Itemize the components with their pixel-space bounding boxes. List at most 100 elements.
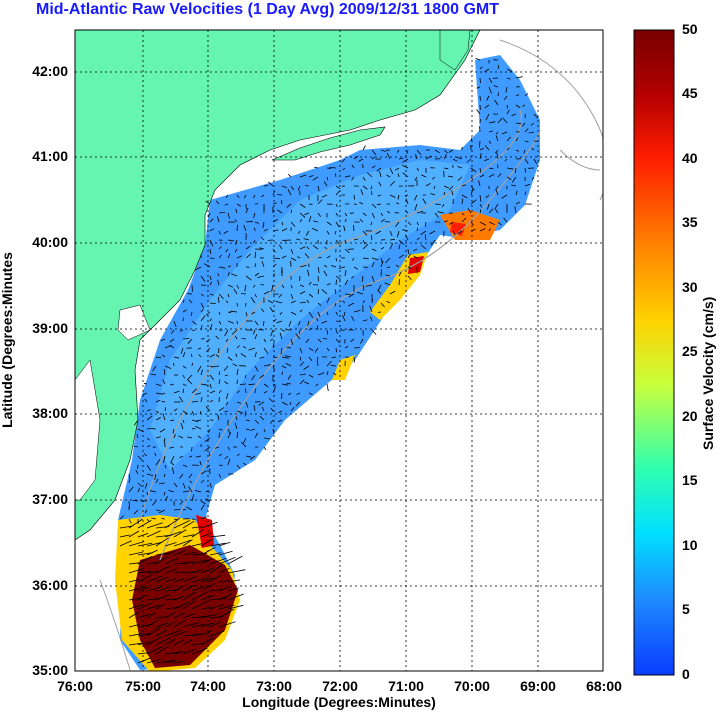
velocity-arrow [227, 458, 231, 466]
x-axis-label: Longitude (Degrees:Minutes) [242, 694, 436, 710]
velocity-arrow [434, 203, 441, 205]
y-tick-label: 35:00 [32, 662, 68, 678]
velocity-arrow [379, 170, 382, 178]
velocity-arrow [461, 198, 464, 205]
velocity-arrow [163, 455, 166, 463]
velocity-arrow [240, 353, 247, 358]
velocity-arrow [281, 365, 287, 369]
velocity-arrow [389, 230, 393, 236]
velocity-arrow [227, 212, 230, 219]
velocity-arrow [270, 419, 274, 424]
colorbar-tick-label: 30 [682, 279, 698, 295]
land-mass [75, 30, 481, 541]
velocity-arrow [235, 208, 238, 214]
velocity-arrow [182, 561, 196, 565]
velocity-arrow [155, 478, 159, 484]
velocity-arrow [254, 251, 257, 259]
velocity-arrow [197, 435, 202, 439]
velocity-arrow [218, 293, 224, 299]
velocity-arrow [182, 352, 186, 358]
velocity-arrow [248, 383, 256, 386]
velocity-arrow [196, 419, 202, 422]
velocity-arrow [227, 604, 244, 610]
velocity-arrow [353, 347, 360, 349]
velocity-arrow [200, 637, 215, 646]
velocity-arrow [164, 638, 177, 646]
velocity-arrow [506, 167, 514, 170]
velocity-arrow [407, 266, 412, 269]
velocity-arrow [479, 126, 481, 133]
velocity-arrow [437, 211, 445, 214]
velocity-arrow [191, 647, 208, 655]
velocity-arrow [297, 256, 301, 259]
velocity-arrow [321, 194, 328, 198]
velocity-arrow [290, 257, 297, 261]
velocity-arrow [191, 642, 206, 646]
velocity-arrow [191, 410, 195, 416]
colorbar-tick-label: 10 [682, 537, 698, 553]
velocity-arrow [330, 265, 337, 268]
velocity-arrow [389, 243, 394, 250]
velocity-arrow [317, 289, 320, 295]
velocity-arrow [200, 607, 212, 610]
velocity-arrow [334, 289, 337, 295]
velocity-arrow [457, 166, 463, 169]
velocity-arrow [200, 275, 206, 282]
velocity-arrow [371, 165, 376, 169]
velocity-arrow [479, 174, 485, 178]
y-axis-label: Latitude (Degrees:Minutes [0, 252, 15, 428]
velocity-arrow [515, 76, 523, 79]
velocity-arrow [146, 522, 163, 529]
velocity-arrow [296, 392, 301, 395]
velocity-arrow [200, 315, 206, 322]
velocity-arrow [236, 203, 242, 207]
velocity-arrow [395, 221, 400, 228]
velocity-arrow [506, 109, 510, 115]
velocity-arrow [348, 293, 355, 298]
velocity-arrow [386, 210, 391, 214]
gulf-stream-core [132, 545, 238, 668]
velocity-arrow [484, 104, 490, 109]
velocity-arrow [335, 329, 338, 335]
velocity-arrow [317, 302, 322, 306]
velocity-arrow [371, 149, 377, 156]
velocity-arrow [389, 194, 396, 198]
velocity-arrow [396, 230, 400, 238]
velocity-arrow [335, 311, 338, 316]
velocity-arrow [191, 569, 203, 574]
velocity-arrow [308, 281, 312, 286]
x-tick-label: 72:00 [322, 678, 358, 694]
velocity-arrow [362, 319, 368, 322]
velocity-arrow [218, 621, 236, 628]
velocity-arrow [254, 272, 260, 277]
velocity-arrow [401, 164, 409, 169]
velocity-arrow [231, 273, 238, 277]
velocity-arrow [146, 415, 153, 421]
colorbar-tick-label: 15 [682, 472, 698, 488]
velocity-arrow [159, 428, 166, 433]
velocity-arrow [179, 473, 184, 479]
velocity-arrow [317, 256, 322, 259]
velocity-arrow [470, 167, 477, 173]
velocity-arrow [272, 319, 277, 322]
velocity-arrow [263, 428, 266, 432]
velocity-arrow [209, 302, 216, 304]
velocity-arrow [253, 194, 256, 199]
x-tick-label: 73:00 [256, 678, 292, 694]
velocity-arrow [209, 597, 228, 601]
velocity-arrow [505, 86, 508, 93]
velocity-arrow [132, 499, 139, 502]
velocity-arrow [230, 310, 238, 313]
velocity-arrow [146, 541, 163, 547]
velocity-arrow [137, 542, 153, 547]
velocity-arrow [290, 248, 294, 254]
velocity-arrow [171, 467, 175, 475]
velocity-arrow [218, 608, 235, 619]
velocity-arrow [186, 506, 193, 511]
velocity-arrow [218, 347, 220, 354]
y-tick-label: 37:00 [32, 491, 68, 507]
velocity-arrow [182, 613, 196, 619]
velocity-arrow [155, 565, 171, 574]
x-tick-label: 75:00 [125, 678, 161, 694]
velocity-arrow [170, 461, 175, 466]
